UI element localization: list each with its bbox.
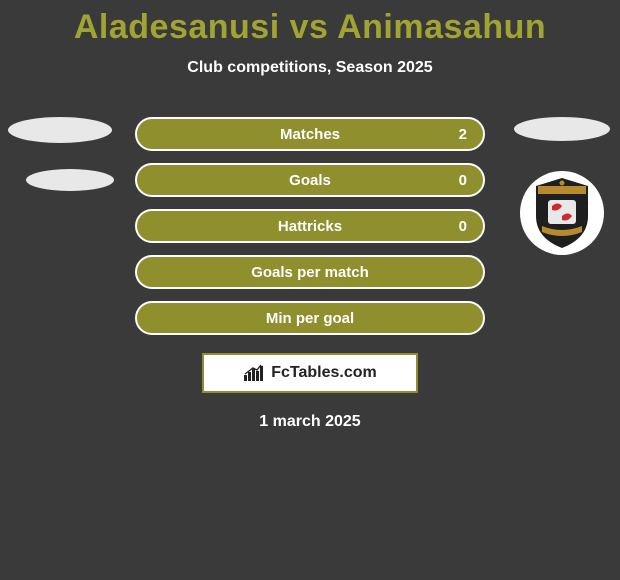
placeholder-oval: [514, 117, 610, 141]
stat-label: Goals per match: [251, 264, 369, 281]
stat-row-matches: Matches 2: [135, 117, 485, 151]
placeholder-oval: [26, 169, 114, 191]
stat-value: 0: [459, 218, 467, 235]
stat-row-hattricks: Hattricks 0: [135, 209, 485, 243]
brand-box: FcTables.com: [202, 353, 418, 393]
page-subtitle: Club competitions, Season 2025: [0, 59, 620, 77]
stat-row-goals: Goals 0: [135, 163, 485, 197]
stat-label: Matches: [280, 126, 340, 143]
page-title: Aladesanusi vs Animasahun: [0, 0, 620, 47]
stats-section: Matches 2 Goals 0 Hattricks 0 Goals per …: [0, 117, 620, 431]
brand-label: FcTables.com: [271, 364, 377, 382]
stat-row-goals-per-match: Goals per match: [135, 255, 485, 289]
stat-label: Min per goal: [266, 310, 354, 327]
stat-value: 0: [459, 172, 467, 189]
shield-icon: [530, 176, 594, 250]
date-label: 1 march 2025: [0, 413, 620, 431]
stat-label: Hattricks: [278, 218, 342, 235]
stat-label: Goals: [289, 172, 331, 189]
bar-chart-icon: [243, 364, 265, 382]
placeholder-oval: [8, 117, 112, 143]
club-crest: [520, 171, 604, 255]
stat-row-min-per-goal: Min per goal: [135, 301, 485, 335]
stat-value: 2: [459, 126, 467, 143]
